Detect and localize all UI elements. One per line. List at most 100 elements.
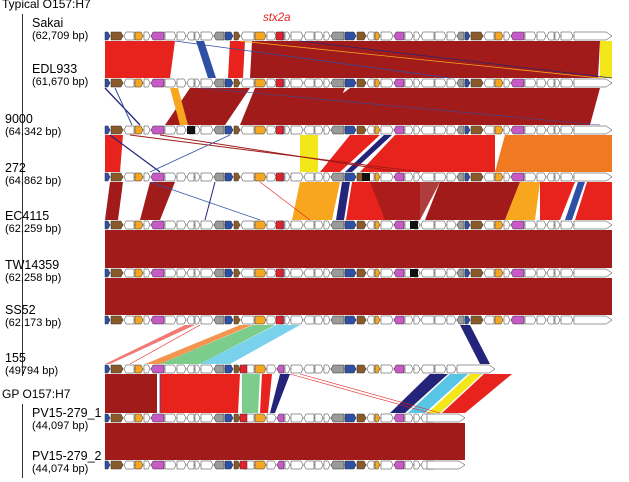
gene-arrow [573,220,613,230]
gene-arrow [213,172,225,182]
gene-arrow [554,268,561,278]
gene-arrow [404,78,414,88]
gene-arrow [224,125,234,135]
gene-arrow [410,221,418,229]
gene-arrow [503,172,511,182]
gene-arrow [303,78,315,88]
gene-arrow [123,364,135,374]
genome-size: (62,173 bp) [5,317,62,329]
gene-arrow [554,315,561,325]
gene-track [104,172,613,182]
gene-arrow [446,172,457,182]
gene-arrow [123,413,135,423]
gene-arrow [290,172,304,182]
similarity-ribbon [442,374,512,413]
gene-arrow [164,31,177,41]
gene-arrow [420,364,435,374]
gene-arrow [224,460,234,470]
gene-arrow [344,78,357,88]
gene-arrow [366,220,375,230]
gene-arrow [240,172,255,182]
gene-arrow [186,172,195,182]
gene-arrow [330,268,345,278]
gene-arrow [110,31,124,41]
gene-arrow [356,315,367,325]
gene-arrow [374,315,381,325]
gene-arrow [573,31,613,41]
similarity-link [299,40,613,79]
gene-arrow [413,172,421,182]
similarity-ribbon [228,41,245,78]
similarity-ribbon [565,182,585,220]
gene-arrow [393,31,405,41]
gene-arrow [560,125,574,135]
gene-arrow [123,78,135,88]
genome-label-ec4115: EC4115 (62,259 bp) [5,210,61,236]
similarity-ribbon [292,182,340,220]
similarity-ribbon [160,374,240,413]
gene-arrow [240,220,255,230]
gene-arrow [143,31,151,41]
gene-arrow [456,268,465,278]
gene-arrow [470,125,484,135]
gene-arrow [536,125,547,135]
similarity-ribbon [345,135,392,172]
similarity-ribbon [170,88,188,125]
gene-arrow [434,125,447,135]
genome-name: Sakai [32,16,64,30]
gene-arrow [213,220,225,230]
gene-arrow [143,315,151,325]
group-label-typical: Typical O157:H7 [2,0,91,11]
gene-arrow [213,31,225,41]
stx2a-gene [239,413,248,423]
gene-arrow [213,125,225,135]
gene-arrow [380,315,394,325]
similarity-ribbon [140,182,175,220]
gene-arrow [104,364,111,374]
gene-arrow [200,268,214,278]
gene-arrow [330,125,345,135]
gene-track [104,220,613,230]
gene-arrow [426,460,466,470]
gene-arrow [254,31,267,41]
gene-arrow [393,268,405,278]
gene-arrow [276,364,285,374]
gene-arrow [290,460,304,470]
gene-arrow [356,413,367,423]
stx2a-gene [275,78,284,88]
gene-arrow [254,172,267,182]
gene-arrow [503,125,511,135]
similarity-ribbon [428,374,482,413]
similarity-ribbon [200,325,300,364]
genome-label-ss52: SS52 (62,173 bp) [5,304,61,330]
genome-size: (61,670 bp) [32,76,89,88]
gene-arrow [560,220,574,230]
gene-arrow [164,268,177,278]
genome-name: TW14359 [5,258,60,272]
gene-arrow [494,220,504,230]
gene-arrow [176,220,187,230]
gene-arrow [546,125,555,135]
gene-arrow [104,31,111,41]
gene-arrow [344,268,357,278]
gene-arrow [374,460,381,470]
gene-arrow [276,460,285,470]
similarity-link [239,40,601,79]
similarity-link [149,181,261,221]
gene-arrow [434,315,447,325]
gene-arrow [344,460,357,470]
gene-arrow [330,78,345,88]
gene-arrow [194,172,201,182]
gene-arrow [104,172,111,182]
gene-arrow [290,31,304,41]
gene-arrow [362,173,370,181]
gene-arrow [186,31,195,41]
gene-arrow [404,31,414,41]
gene-arrow [420,172,435,182]
gene-track [104,268,613,278]
gene-arrow [110,268,124,278]
similarity-ribbon [600,41,612,78]
gene-arrow [284,31,291,41]
gene-arrow [344,220,357,230]
gene-arrow [233,125,241,135]
